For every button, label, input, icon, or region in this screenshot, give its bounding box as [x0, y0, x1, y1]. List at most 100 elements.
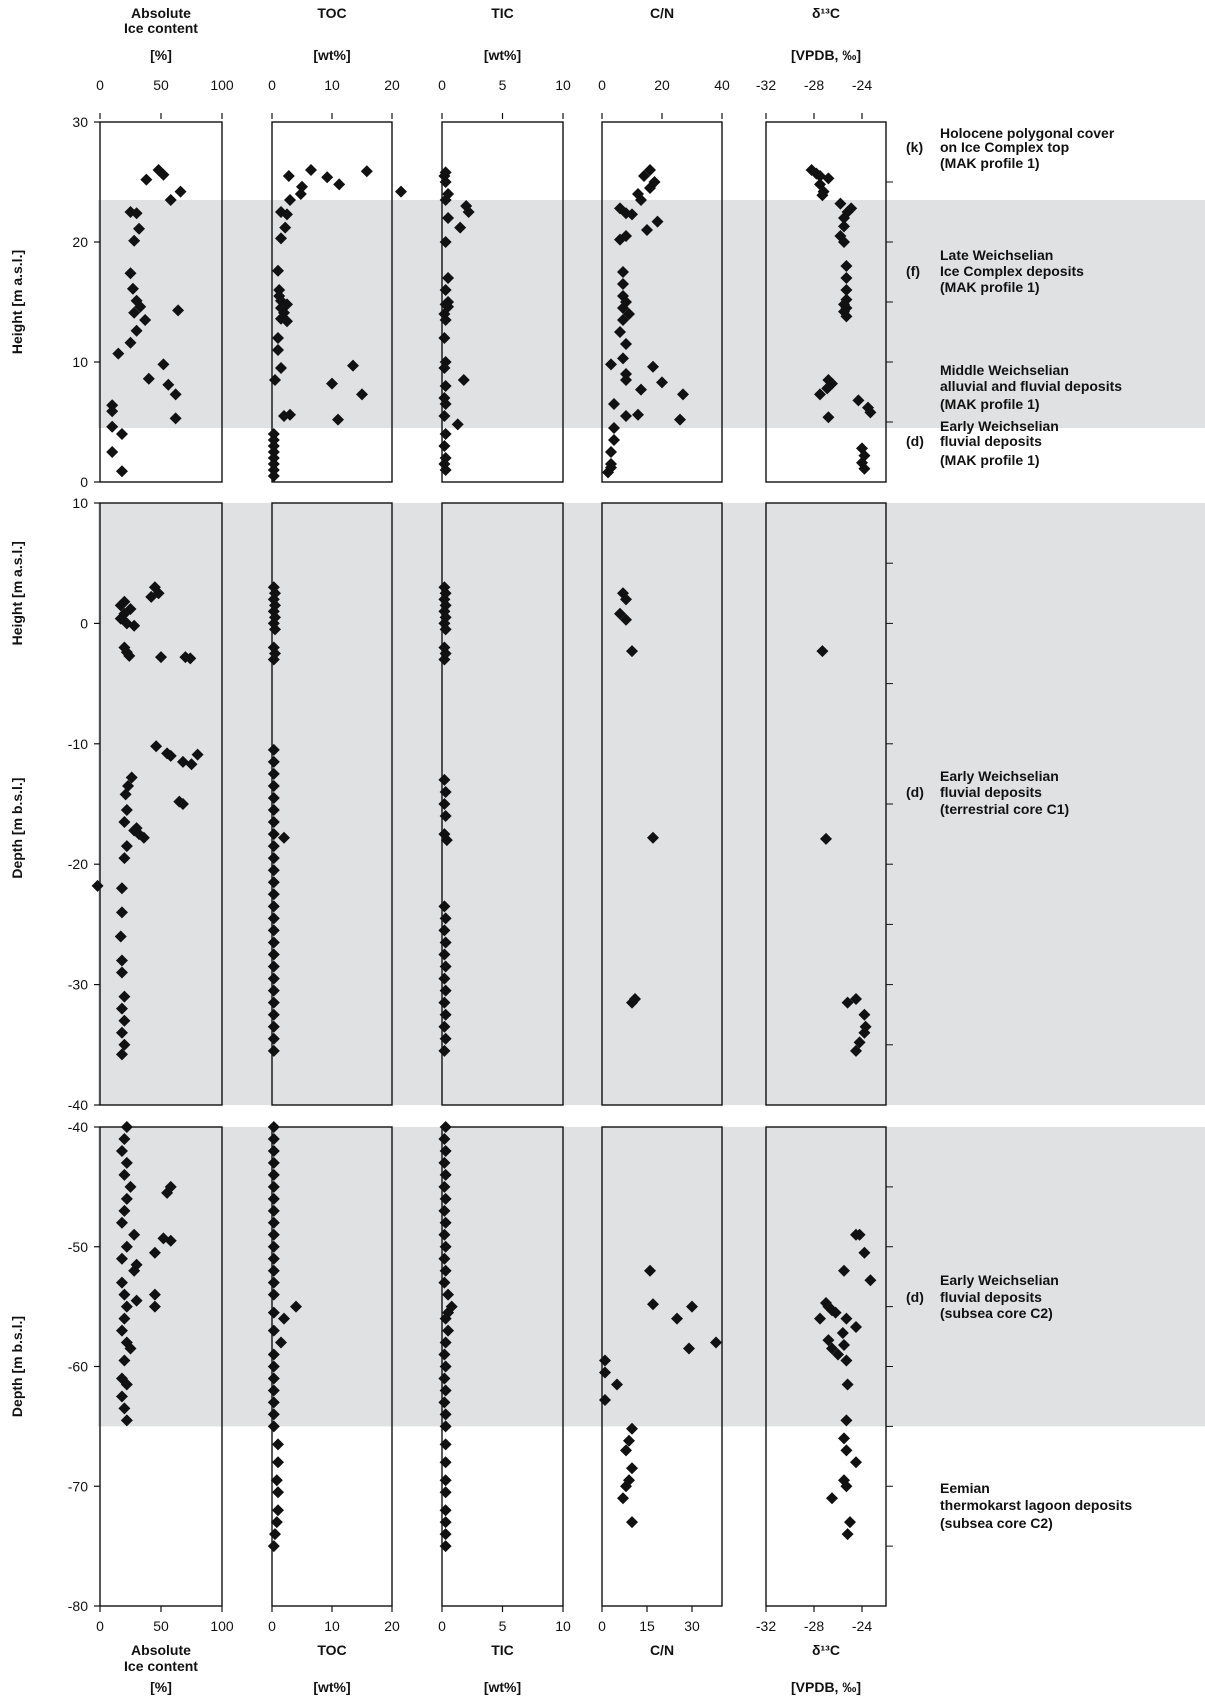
- point-ice: [115, 1390, 128, 1403]
- column-bottom-title: [VPDB, ‰]: [791, 1679, 861, 1695]
- point-cn: [614, 233, 626, 246]
- point-d13c: [840, 1354, 853, 1367]
- column-title: δ¹³C: [812, 5, 840, 21]
- point-ice: [148, 1300, 161, 1313]
- point-tic: [438, 653, 451, 666]
- point-ice: [139, 314, 152, 326]
- point-toc: [275, 362, 287, 374]
- point-cn: [635, 194, 647, 206]
- x-tick-label: -24: [852, 1618, 872, 1634]
- point-toc: [267, 1276, 280, 1289]
- column-title: [wt%]: [484, 47, 521, 63]
- point-toc: [267, 1168, 280, 1181]
- y-axis-title: Height [m a.s.l.]: [9, 250, 25, 354]
- point-cn: [626, 208, 638, 221]
- point-cn: [608, 434, 620, 446]
- point-d13c: [816, 189, 829, 202]
- point-ice: [118, 1204, 131, 1217]
- point-d13c: [853, 1228, 866, 1241]
- point-ice: [115, 954, 128, 967]
- point-cn: [620, 1444, 632, 1457]
- point-tic: [439, 1032, 452, 1045]
- point-cn: [623, 1434, 635, 1447]
- x-tick-label: 100: [210, 77, 234, 93]
- y-tick-label: 0: [80, 615, 88, 631]
- point-tic: [438, 798, 451, 810]
- point-d13c: [838, 1338, 850, 1351]
- point-toc: [272, 1486, 284, 1499]
- point-tic: [439, 1336, 452, 1349]
- unit-description: thermokarst lagoon deposits: [940, 1497, 1132, 1513]
- point-tic: [439, 960, 452, 973]
- point-toc: [267, 1324, 280, 1337]
- point-d13c: [850, 1456, 862, 1469]
- unit-description: Early Weichselian: [940, 418, 1059, 434]
- point-tic: [438, 1044, 451, 1057]
- column-bottom-title: TOC: [317, 1642, 346, 1658]
- unit-description: Early Weichselian: [940, 1272, 1059, 1288]
- point-ice: [91, 879, 104, 892]
- point-ice: [106, 420, 119, 433]
- point-tic: [438, 1132, 451, 1145]
- unit-letter: (d): [906, 1289, 924, 1305]
- point-d13c: [822, 411, 835, 424]
- point-tic: [438, 1020, 451, 1033]
- point-ice: [169, 388, 182, 401]
- point-toc: [267, 924, 280, 937]
- x-tick-label: -28: [804, 1618, 824, 1634]
- plot-frame-middle-ice: [99, 502, 223, 1106]
- point-tic: [439, 984, 452, 997]
- point-ice: [124, 1342, 137, 1355]
- y-tick-label: -50: [68, 1239, 88, 1255]
- point-toc: [267, 1384, 280, 1397]
- point-tic: [439, 236, 452, 248]
- column-bottom-title: C/N: [650, 1642, 674, 1658]
- point-cn: [614, 326, 626, 338]
- point-ice: [120, 1378, 133, 1391]
- point-toc: [267, 1008, 280, 1021]
- point-tic: [439, 936, 452, 949]
- point-ice: [157, 358, 170, 371]
- point-cn: [647, 831, 659, 844]
- point-tic: [439, 785, 452, 798]
- point-toc: [267, 1420, 280, 1433]
- point-cn: [620, 613, 632, 626]
- point-ice: [118, 1038, 131, 1051]
- point-d13c: [838, 220, 850, 233]
- point-tic: [438, 1204, 451, 1217]
- x-tick-label: 0: [598, 77, 606, 93]
- point-tic: [457, 374, 470, 386]
- point-tic: [442, 1324, 455, 1337]
- point-tic: [439, 1516, 452, 1529]
- point-ice: [155, 651, 167, 664]
- point-ice: [176, 755, 189, 768]
- point-d13c: [821, 382, 834, 395]
- point-tic: [439, 176, 452, 188]
- point-toc: [279, 221, 292, 234]
- point-d13c: [853, 1036, 866, 1049]
- point-tic: [438, 440, 451, 452]
- point-d13c: [838, 1264, 850, 1277]
- x-tick-label: 0: [268, 77, 276, 93]
- point-tic: [439, 398, 452, 410]
- point-d13c: [840, 1444, 853, 1457]
- point-ice: [148, 1288, 161, 1301]
- point-cn: [605, 446, 617, 458]
- unit-description: (MAK profile 1): [940, 155, 1040, 171]
- point-toc: [267, 912, 280, 925]
- point-tic: [439, 1240, 452, 1253]
- point-ice: [118, 1132, 131, 1145]
- point-toc: [294, 188, 307, 200]
- point-ice: [115, 882, 128, 895]
- x-tick-label: 50: [153, 77, 169, 93]
- point-tic: [439, 1312, 452, 1325]
- point-cn: [644, 182, 656, 194]
- point-toc: [267, 1288, 280, 1301]
- point-tic: [439, 1121, 452, 1133]
- point-ice: [142, 372, 155, 385]
- point-tic: [439, 1456, 452, 1469]
- point-cn: [683, 1342, 695, 1355]
- point-cn: [599, 1354, 611, 1367]
- x-tick-label: 20: [384, 77, 400, 93]
